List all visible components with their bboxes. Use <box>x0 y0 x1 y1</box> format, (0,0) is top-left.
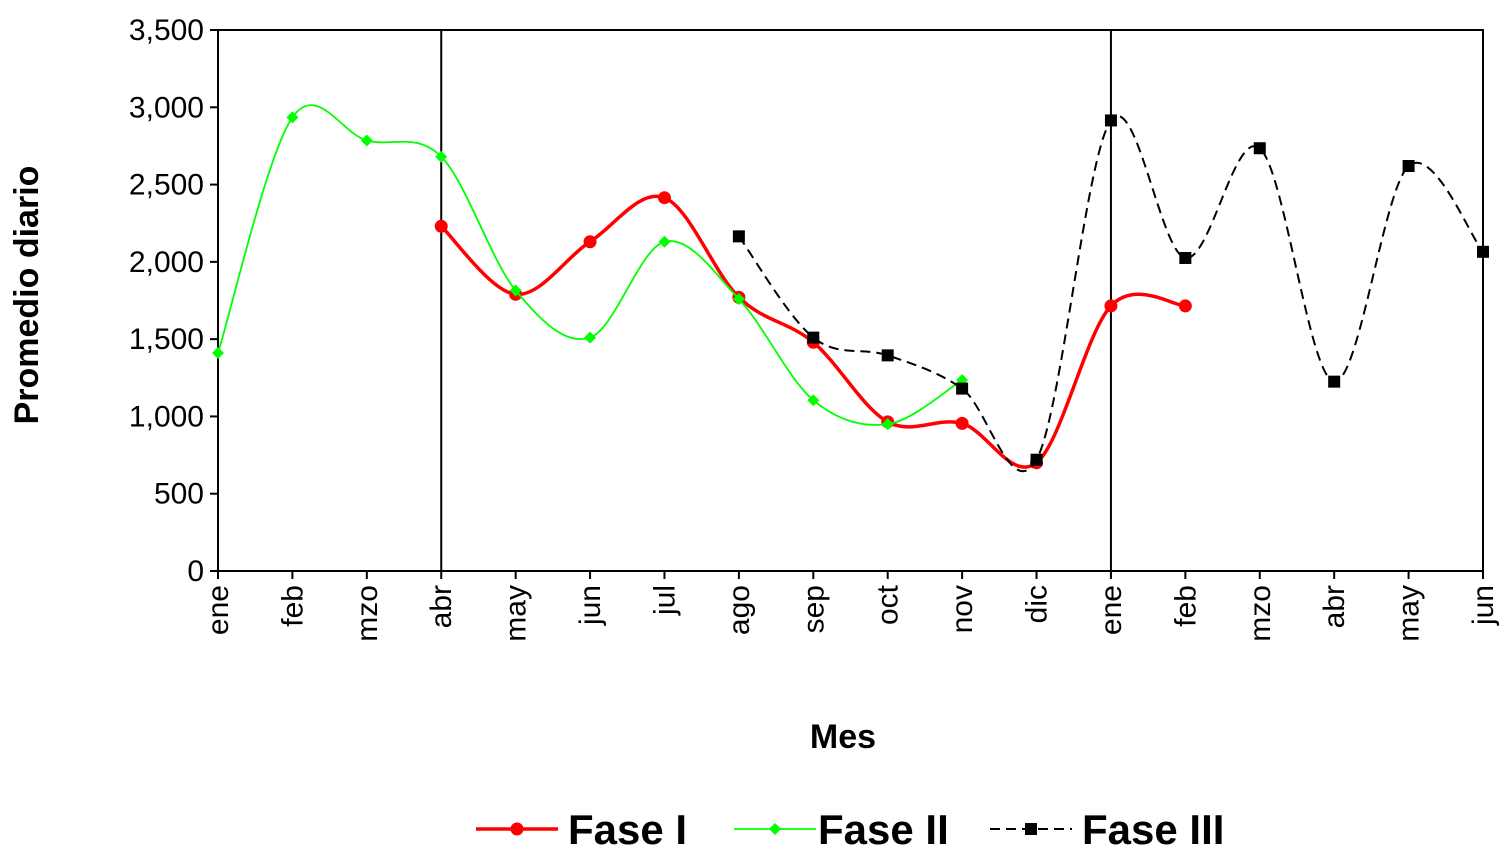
data-point <box>1104 299 1118 313</box>
x-tick-label: feb <box>1169 585 1202 627</box>
x-tick-label: may <box>1393 585 1426 642</box>
series-3 <box>732 114 1489 472</box>
data-point <box>1477 245 1489 258</box>
data-point <box>657 191 671 205</box>
y-tick-label: 1,000 <box>129 400 204 433</box>
data-point <box>435 150 448 163</box>
legend-label: Fase II <box>818 806 949 851</box>
data-point <box>584 331 597 344</box>
series-1 <box>434 191 1192 470</box>
data-point <box>1402 160 1415 173</box>
data-point <box>1178 299 1192 313</box>
x-tick-label: ago <box>723 585 756 635</box>
x-tick-label: nov <box>946 585 979 633</box>
series-line <box>738 115 1484 472</box>
data-point <box>1253 142 1266 155</box>
legend-label: Fase III <box>1082 806 1224 851</box>
x-tick-label: feb <box>276 585 309 627</box>
x-tick-label: ene <box>202 585 235 635</box>
y-tick-label: 0 <box>187 555 204 588</box>
phase-dividers <box>440 30 1112 571</box>
legend-swatch-marker <box>769 823 781 835</box>
x-tick-label: ene <box>1095 585 1128 635</box>
x-tick-label: jun <box>574 585 607 626</box>
x-tick-label: may <box>500 585 533 642</box>
data-point <box>509 284 522 297</box>
data-point <box>658 235 671 248</box>
series-2 <box>212 104 969 431</box>
data-point <box>212 347 224 360</box>
x-tick-label: abr <box>1318 585 1351 628</box>
legend-item: Fase II <box>734 806 949 851</box>
legend-swatch-marker <box>1025 823 1037 835</box>
data-point <box>1328 375 1341 388</box>
data-point <box>881 349 894 362</box>
data-point <box>360 134 373 147</box>
data-point <box>956 382 969 395</box>
x-tick-label: jun <box>1467 585 1500 626</box>
y-tick-label: 2,500 <box>129 169 204 202</box>
plot-area <box>217 29 1484 572</box>
data-point <box>881 418 894 431</box>
legend-label: Fase I <box>568 806 687 851</box>
x-tick-label: dic <box>1021 585 1054 623</box>
y-axis: 0 500 1,000 1,500 2,000 2,500 3,000 3,500 <box>129 14 218 588</box>
data-point <box>583 235 597 249</box>
y-tick-label: 2,000 <box>129 246 204 279</box>
data-point <box>732 230 745 243</box>
legend-swatch-marker <box>510 822 524 836</box>
x-axis-title: Mes <box>810 718 876 756</box>
x-tick-label: mzo <box>1244 585 1277 642</box>
y-tick-label: 3,500 <box>129 14 204 47</box>
y-axis-title: Promedio diario <box>8 166 46 425</box>
data-point <box>1104 114 1117 127</box>
y-tick-label: 500 <box>154 478 204 511</box>
data-point <box>434 219 448 233</box>
data-point <box>955 416 969 430</box>
legend-item: Fase III <box>990 806 1224 851</box>
series-layer <box>212 104 1489 472</box>
series-line <box>217 104 963 426</box>
x-axis: ene feb mzo abr may jun jul ago sep oct nov dic ene f… <box>202 571 1500 642</box>
y-tick-label: 3,000 <box>129 91 204 124</box>
x-tick-label: jul <box>648 585 681 616</box>
x-tick-label: oct <box>872 584 905 625</box>
y-tick-label: 1,500 <box>129 323 204 356</box>
plot-frame <box>217 29 1484 572</box>
data-point <box>732 292 745 305</box>
data-point <box>1030 453 1043 466</box>
x-tick-label: abr <box>425 585 458 628</box>
data-point <box>807 331 820 344</box>
legend: Fase I Fase II Fase III <box>476 806 1224 851</box>
data-point <box>807 394 820 407</box>
data-point <box>1179 251 1192 264</box>
x-tick-label: mzo <box>351 585 384 642</box>
x-tick-label: sep <box>797 585 830 633</box>
legend-item: Fase I <box>476 806 687 851</box>
data-point <box>286 111 299 124</box>
